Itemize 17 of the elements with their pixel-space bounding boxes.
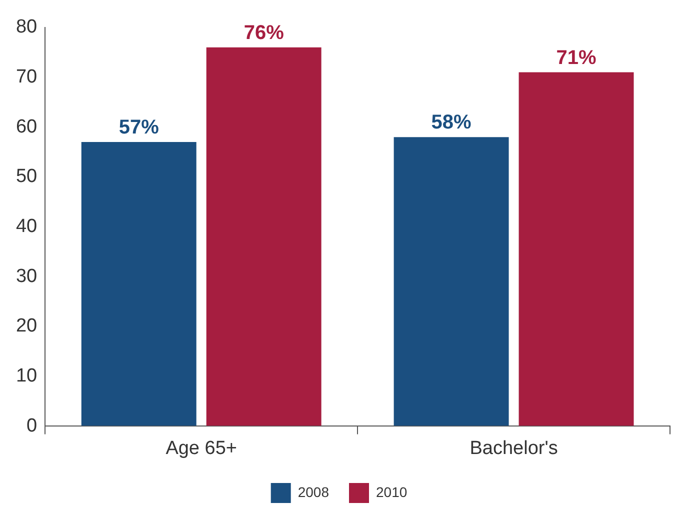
y-tick-label: 70 bbox=[16, 66, 38, 88]
y-tick-label: 40 bbox=[16, 216, 38, 238]
data-label: 57% bbox=[118, 116, 160, 139]
y-tick-label: 50 bbox=[16, 166, 38, 188]
data-label: 71% bbox=[556, 46, 596, 69]
data-label: 58% bbox=[431, 112, 472, 134]
y-tick-label: 30 bbox=[16, 266, 38, 287]
y-tick-label: 80 bbox=[16, 16, 38, 38]
y-tick-label: 0 bbox=[26, 415, 38, 436]
y-tick-label: 20 bbox=[16, 316, 38, 337]
y-tick-label: 60 bbox=[16, 116, 38, 138]
x-tick-label: Age 65+ bbox=[166, 438, 238, 459]
y-tick-label: 10 bbox=[16, 366, 38, 387]
data-label: 76% bbox=[244, 22, 284, 44]
legend-label: 2008 bbox=[298, 484, 330, 500]
x-tick-label: Bachelor's bbox=[470, 438, 558, 459]
legend-label: 2010 bbox=[376, 484, 408, 500]
